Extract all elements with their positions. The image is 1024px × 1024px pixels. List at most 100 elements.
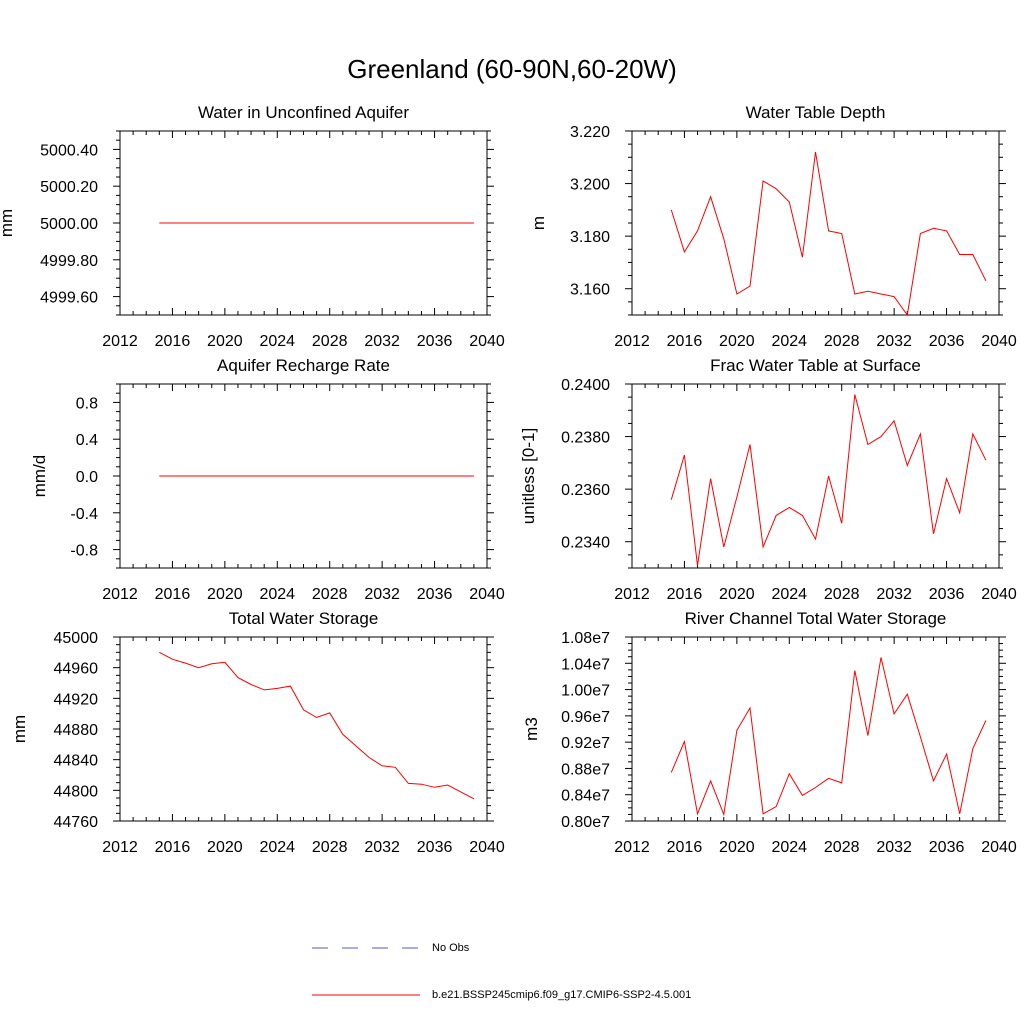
panel-title: River Channel Total Water Storage xyxy=(685,609,947,628)
x-tick-label: 2032 xyxy=(364,333,400,350)
panel-4: 2012 2016 2020 2024 2028 2032 2036 2040 0.2340 0.… xyxy=(519,356,1017,603)
panel-6: 2012 2016 2020 2024 2028 2032 2036 2040 0.80e7 0.… xyxy=(522,609,1017,856)
x-tick-label: 2016 xyxy=(155,839,191,856)
panel-title: Frac Water Table at Surface xyxy=(710,356,921,375)
x-tick-label: 2012 xyxy=(614,839,650,856)
plot-frame xyxy=(631,130,1000,316)
x-tick-label: 2020 xyxy=(207,333,243,350)
x-tick-label: 2036 xyxy=(929,333,965,350)
x-tick-label: 2032 xyxy=(364,586,400,603)
x-tick-label: 2024 xyxy=(259,839,295,856)
panel-title: Total Water Storage xyxy=(229,609,379,628)
y-tick-label: 0.8 xyxy=(76,395,98,412)
y-tick-label: 44840 xyxy=(54,753,99,770)
y-tick-label: 5000.40 xyxy=(40,142,98,159)
y-axis-label: m3 xyxy=(522,717,541,741)
y-tick-label: 44880 xyxy=(54,722,99,739)
x-tick-label: 2036 xyxy=(929,586,965,603)
panel-5: 2012 2016 2020 2024 2028 2032 2036 2040 44760 448… xyxy=(10,609,505,856)
y-tick-label: 44800 xyxy=(54,783,99,800)
x-tick-label: 2020 xyxy=(207,586,243,603)
x-tick-label: 2012 xyxy=(102,586,138,603)
series-line-1 xyxy=(670,657,987,817)
legend-line-model-run xyxy=(312,994,420,996)
y-tick-label: 5000.20 xyxy=(40,179,98,196)
x-tick-label: 2020 xyxy=(719,839,755,856)
x-tick-label: 2040 xyxy=(981,333,1017,350)
x-tick-label: 2012 xyxy=(614,586,650,603)
x-tick-label: 2016 xyxy=(667,333,703,350)
legend-label-no-obs: No Obs xyxy=(432,942,470,954)
y-tick-label: 0.88e7 xyxy=(561,761,610,778)
x-tick-label: 2024 xyxy=(259,586,295,603)
y-tick-label: 0.84e7 xyxy=(561,788,610,805)
plot-frame xyxy=(631,636,1000,822)
legend-line-no-obs xyxy=(312,947,420,949)
y-tick-label: 0.0 xyxy=(76,469,98,486)
y-tick-label: 4999.80 xyxy=(40,253,98,270)
y-tick-label: 0.80e7 xyxy=(561,814,610,831)
y-tick-label: 44920 xyxy=(54,691,99,708)
figure-title: Greenland (60-90N,60-20W) xyxy=(347,54,677,84)
x-tick-label: 2028 xyxy=(824,586,860,603)
x-tick-label: 2028 xyxy=(824,839,860,856)
x-tick-label: 2020 xyxy=(207,839,243,856)
y-tick-label: 5000.00 xyxy=(40,216,98,233)
y-tick-label: 3.220 xyxy=(570,124,610,141)
legend-label-model-run: b.e21.BSSP245cmip6.f09_g17.CMIP6-SSP2-4.… xyxy=(432,989,692,1001)
x-tick-label: 2020 xyxy=(719,333,755,350)
x-tick-label: 2028 xyxy=(312,586,348,603)
y-tick-label: 0.96e7 xyxy=(561,709,610,726)
y-tick-label: 44760 xyxy=(54,814,99,831)
panel-2: 2012 2016 2020 2024 2028 2032 2036 2040 3.160 3.1… xyxy=(529,103,1017,350)
y-tick-label: 0.2380 xyxy=(561,430,610,447)
y-tick-label: 1.08e7 xyxy=(561,630,610,647)
y-tick-label: 44960 xyxy=(54,661,99,678)
x-tick-label: 2020 xyxy=(719,586,755,603)
panel-3: 2012 2016 2020 2024 2028 2032 2036 2040 -0.8 -0.4… xyxy=(30,356,505,603)
y-tick-label: 0.2400 xyxy=(561,377,610,394)
panel-title: Aquifer Recharge Rate xyxy=(217,356,390,375)
x-tick-label: 2024 xyxy=(771,333,807,350)
x-tick-label: 2032 xyxy=(364,839,400,856)
panel-title: Water Table Depth xyxy=(746,103,886,122)
y-tick-label: 0.4 xyxy=(76,432,98,449)
y-axis-label: mm xyxy=(0,209,16,237)
x-tick-label: 2028 xyxy=(824,333,860,350)
x-tick-label: 2012 xyxy=(102,333,138,350)
x-tick-label: 2024 xyxy=(771,839,807,856)
y-tick-label: 0.2340 xyxy=(561,535,610,552)
y-tick-label: -0.4 xyxy=(70,506,98,523)
x-tick-label: 2016 xyxy=(155,333,191,350)
x-tick-label: 2028 xyxy=(312,333,348,350)
x-tick-label: 2016 xyxy=(667,839,703,856)
y-tick-label: 3.200 xyxy=(570,177,610,194)
x-tick-label: 2016 xyxy=(155,586,191,603)
y-tick-label: 3.160 xyxy=(570,282,610,299)
x-tick-label: 2024 xyxy=(771,586,807,603)
x-tick-label: 2028 xyxy=(312,839,348,856)
y-tick-label: 0.2360 xyxy=(561,482,610,499)
x-tick-label: 2032 xyxy=(876,839,912,856)
series-line-1 xyxy=(670,151,987,317)
x-tick-label: 2040 xyxy=(469,586,505,603)
x-tick-label: 2036 xyxy=(417,586,453,603)
series-line-1 xyxy=(159,651,475,800)
y-tick-label: -0.8 xyxy=(70,543,98,560)
x-tick-label: 2036 xyxy=(929,839,965,856)
x-tick-label: 2040 xyxy=(469,839,505,856)
y-axis-label: unitless [0-1] xyxy=(519,428,538,524)
y-tick-label: 1.00e7 xyxy=(561,683,610,700)
x-tick-label: 2036 xyxy=(417,839,453,856)
y-axis-label: mm xyxy=(10,715,29,743)
y-axis-label: mm/d xyxy=(30,455,49,498)
panel-title: Water in Unconfined Aquifer xyxy=(198,103,409,122)
x-tick-label: 2012 xyxy=(102,839,138,856)
x-tick-label: 2032 xyxy=(876,586,912,603)
y-tick-label: 3.180 xyxy=(570,229,610,246)
x-tick-label: 2040 xyxy=(469,333,505,350)
y-tick-label: 4999.60 xyxy=(40,290,98,307)
x-tick-label: 2040 xyxy=(981,586,1017,603)
y-tick-label: 0.92e7 xyxy=(561,735,610,752)
